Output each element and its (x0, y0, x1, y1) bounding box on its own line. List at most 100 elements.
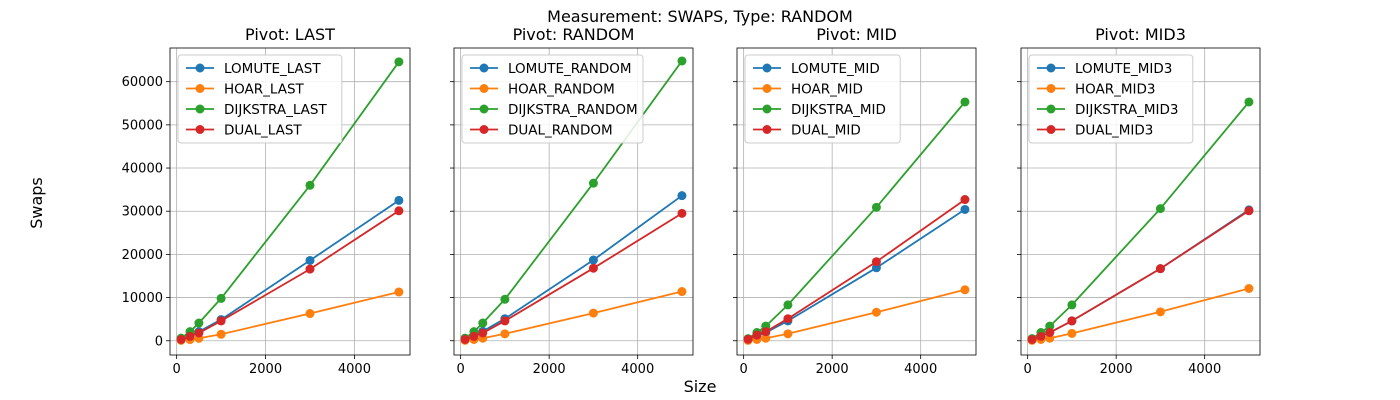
legend-label: LOMUTE_LAST (224, 61, 321, 77)
x-tick-label: 0 (173, 362, 181, 377)
data-point (1155, 264, 1165, 274)
data-point (194, 318, 204, 328)
data-point (1036, 331, 1046, 341)
y-tick-label: 60000 (122, 75, 163, 90)
data-point (1045, 321, 1055, 331)
data-point (1045, 328, 1055, 338)
legend-marker (195, 63, 205, 73)
series-line-dual-random (464, 212, 683, 341)
legend-label: DIJKSTRA_MID (791, 102, 886, 118)
y-tick-label: 0 (155, 334, 163, 349)
data-point (871, 307, 881, 317)
legend-label: DUAL_RANDOM (508, 123, 613, 139)
series-line-dual-last (180, 210, 400, 341)
data-point (1244, 284, 1254, 294)
legend-marker (195, 125, 205, 134)
legend-marker (762, 104, 772, 114)
legend-marker (195, 84, 205, 93)
data-point (500, 294, 510, 304)
legend-label: DIJKSTRA_RANDOM (508, 102, 638, 118)
data-point (394, 206, 404, 216)
axes-frame (169, 47, 411, 356)
data-point (185, 331, 195, 341)
data-point (871, 257, 881, 267)
legend-marker (479, 125, 489, 134)
data-point (677, 208, 687, 218)
x-tick-label: 4000 (621, 362, 654, 377)
data-point (677, 191, 687, 201)
legend-marker (1046, 125, 1056, 134)
data-point (394, 195, 404, 205)
x-tick-label: 2000 (1100, 362, 1133, 377)
y-tick-label: 50000 (122, 118, 163, 133)
panel-title: Pivot: RANDOM (513, 25, 635, 44)
legend-marker (1046, 104, 1056, 114)
series-line-dual-mid (747, 198, 966, 341)
data-point (1155, 204, 1165, 214)
y-tick-label: 20000 (122, 248, 163, 263)
series-line-hoar-last (181, 291, 400, 342)
legend-label: HOAR_MID3 (1075, 82, 1156, 98)
legend-label: HOAR_LAST (224, 82, 305, 98)
data-point (761, 333, 771, 343)
data-point (960, 285, 970, 295)
legend-label: DUAL_MID (791, 123, 861, 139)
data-point (478, 328, 488, 338)
figure-suptitle: Measurement: SWAPS, Type: RANDOM (547, 7, 853, 26)
data-point (752, 330, 762, 340)
legend-box (177, 54, 343, 144)
data-point (1067, 328, 1077, 338)
x-tick-label: 2000 (249, 362, 282, 377)
data-point (216, 329, 226, 339)
legend-label: HOAR_RANDOM (508, 82, 615, 98)
x-tick-label: 2000 (533, 362, 566, 377)
legend-label: LOMUTE_MID (791, 61, 880, 77)
data-point (783, 314, 793, 324)
x-tick-label: 0 (456, 362, 464, 377)
y-tick-label: 10000 (122, 291, 163, 306)
data-point (305, 264, 315, 274)
legend-marker (762, 125, 772, 134)
y-tick-label: 40000 (122, 162, 163, 177)
data-point (305, 255, 315, 265)
panel-title: Pivot: MID3 (1095, 25, 1186, 44)
chart-panel-4: 0 2000 4000 Pivot: MID3 LOMUTE_MID3 HOAR_MID3… (1017, 25, 1261, 377)
legend: LOMUTE_RANDOM HOAR_RANDOM DIJKSTRA_RANDOM D… (461, 54, 644, 144)
data-point (588, 263, 598, 273)
x-tick-label: 0 (739, 362, 747, 377)
legend-marker (1046, 63, 1056, 73)
data-point (588, 255, 598, 265)
data-point (1067, 316, 1077, 326)
data-point (871, 202, 881, 212)
axes-frame (736, 47, 977, 356)
data-point (1027, 334, 1037, 344)
data-point (469, 331, 479, 341)
data-point (194, 328, 204, 338)
data-point (588, 308, 598, 318)
axes-frame (1020, 47, 1261, 356)
data-point (960, 204, 970, 214)
data-point (783, 300, 793, 310)
data-point (761, 327, 771, 337)
figure-y-axis-label: Swaps (27, 177, 46, 229)
data-point (1244, 97, 1254, 107)
data-point (588, 178, 598, 188)
legend-label: DUAL_MID3 (1075, 123, 1153, 139)
data-point (1067, 300, 1077, 310)
series-line-hoar-random (465, 290, 683, 342)
panel-title: Pivot: MID (816, 25, 897, 44)
data-point (500, 316, 510, 326)
data-point (305, 309, 315, 319)
legend-marker (1046, 84, 1056, 93)
x-tick-label: 0 (1023, 362, 1031, 377)
legend-label: DUAL_LAST (224, 123, 302, 139)
chart-panel-3: 0 2000 4000 Pivot: MID LOMUTE_MID HOAR_MID DIJ… (733, 25, 977, 377)
data-point (216, 316, 226, 326)
x-tick-label: 4000 (1188, 362, 1221, 377)
data-point (1155, 307, 1165, 317)
data-point (743, 334, 753, 344)
axes-frame (453, 47, 694, 356)
legend-box (1028, 54, 1194, 144)
data-point (960, 97, 970, 107)
